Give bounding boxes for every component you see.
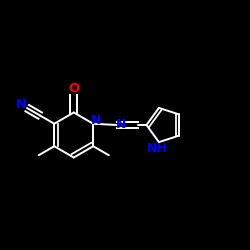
Text: N: N — [16, 98, 27, 112]
Text: O: O — [68, 82, 80, 94]
Text: N: N — [116, 118, 126, 132]
Text: N: N — [91, 114, 102, 127]
Text: NH: NH — [147, 142, 168, 155]
